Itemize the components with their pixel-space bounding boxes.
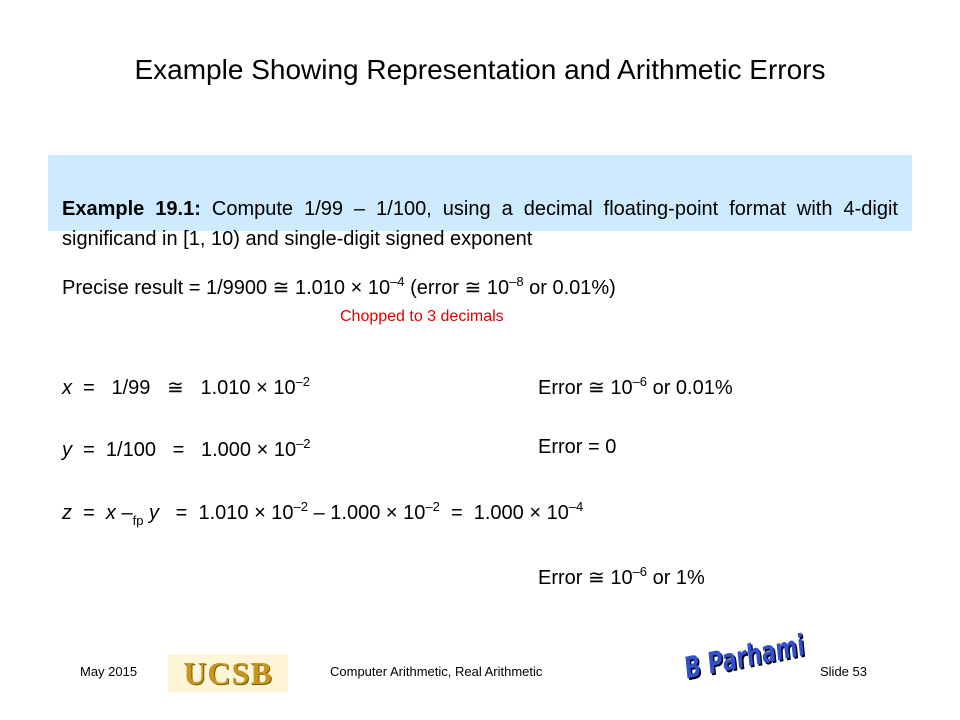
logo: UCSB [168,654,288,692]
text: Error ≅ 10 [538,567,633,589]
text: or 1% [647,567,705,589]
text: = [72,502,106,524]
exponent: –2 [425,499,440,514]
text: – 1.000 × 10 [308,502,426,524]
signature: B Parhami [683,627,807,687]
text: or 0.01%) [523,277,616,299]
y-line: y = 1/100 = 1.000 × 10–2 [62,436,311,462]
example-label: Example 19.1: [62,198,201,220]
exponent: –8 [509,274,524,289]
exponent: –4 [390,274,405,289]
text: = 1/99 ≅ 1.010 × 10 [72,377,296,399]
title: Example Showing Representation and Arith… [134,54,826,85]
text: = 1.000 × 10 [439,502,569,524]
var: y [62,439,72,461]
x-line: x = 1/99 ≅ 1.010 × 10–2 [62,374,310,400]
text: = 1.010 × 10 [159,502,294,524]
exponent: –2 [293,499,309,514]
footer-slide: Slide 53 [820,664,867,679]
note: Chopped to 3 decimals [340,308,504,325]
y-error: Error = 0 [538,436,617,458]
var: z [62,502,72,524]
text: (error ≅ 10 [404,277,510,299]
footer-course: Computer Arithmetic, Real Arithmetic [330,664,543,679]
example-box: Example 19.1: Compute 1/99 – 1/100, usin… [48,155,912,250]
exponent: –6 [632,564,648,579]
var: y [149,502,159,524]
exponent: –2 [296,436,311,451]
precise-line: Precise result = 1/9900 ≅ 1.010 × 10–4 (… [62,274,616,300]
footer-date: May 2015 [80,664,138,679]
example-body: Compute 1/99 – 1/100, using a decimal fl… [62,198,898,250]
x-error: Error ≅ 10–6 or 0.01% [538,374,733,400]
text: – [115,502,133,524]
subscript: fp [132,513,144,528]
final-error: Error ≅ 10–6 or 1% [538,564,705,590]
example-text: Example 19.1: Compute 1/99 – 1/100, usin… [48,191,912,257]
text: Error ≅ 10 [538,377,633,399]
exponent: –2 [295,374,311,389]
text: = 1/100 = 1.000 × 10 [72,439,297,461]
text: Precise result = 1/9900 ≅ 1.010 × 10 [62,277,391,299]
z-line: z = x –fp y = 1.010 × 10–2 – 1.000 × 10–… [62,499,583,528]
var: x [62,377,72,399]
var: x [105,502,116,524]
exponent: –4 [568,499,584,514]
text: or 0.01% [647,377,733,399]
exponent: –6 [632,374,648,389]
